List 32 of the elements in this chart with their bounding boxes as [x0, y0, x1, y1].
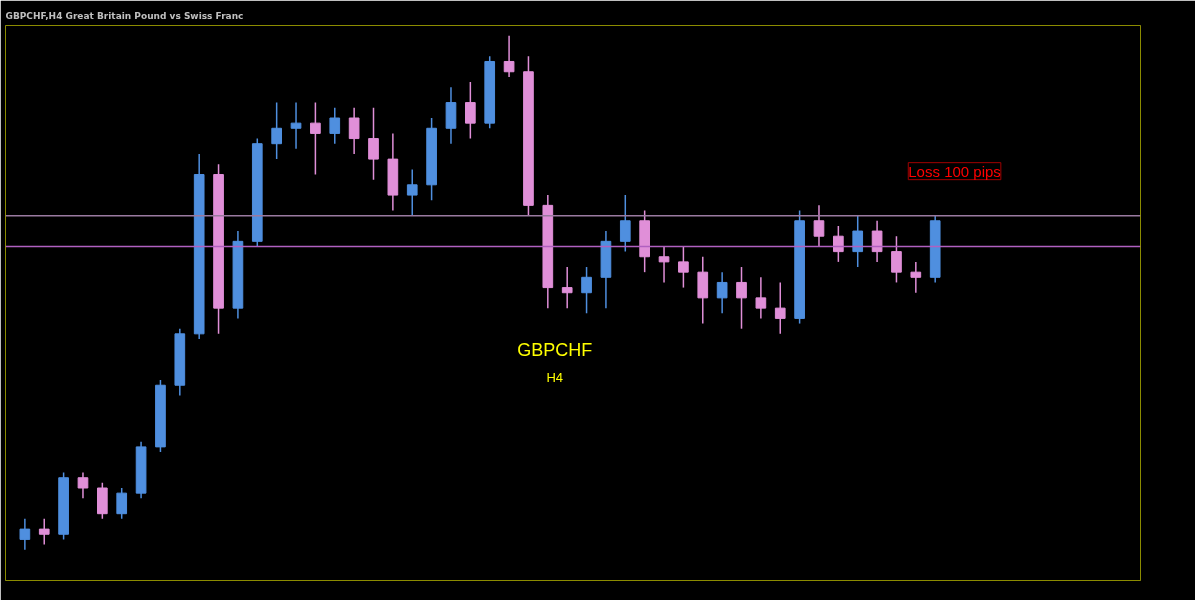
candlestick	[310, 101, 321, 176]
candlestick	[833, 225, 844, 263]
candlestick	[503, 35, 515, 78]
candlestick	[116, 487, 128, 520]
candlestick	[406, 168, 418, 217]
candlestick	[19, 518, 31, 551]
candlestick	[329, 106, 341, 145]
candlestick	[368, 106, 379, 181]
candlestick	[77, 471, 89, 500]
candlestick	[813, 204, 825, 248]
candlestick	[290, 101, 302, 150]
candlestick	[891, 235, 902, 284]
annotation: Loss 100 pips	[908, 162, 1001, 180]
candlestick	[910, 261, 922, 294]
chart-title: GBPCHF,H4 Great Britain Pound vs Swiss Franc	[5, 10, 244, 21]
candlestick	[465, 81, 476, 140]
candlestick	[271, 101, 282, 160]
candlestick	[736, 266, 747, 330]
candlestick	[561, 266, 573, 309]
candlestick	[755, 276, 767, 320]
candlestick	[658, 245, 670, 284]
candlestick	[619, 194, 631, 253]
candlestick	[852, 214, 864, 268]
candlestick	[774, 281, 786, 335]
annotation: GBPCHF	[517, 339, 593, 360]
annotation: H4	[546, 370, 564, 386]
candlestick	[678, 245, 689, 289]
candlestick	[581, 266, 592, 315]
candlestick	[716, 271, 728, 315]
candlestick	[348, 106, 360, 155]
candlestick	[38, 518, 50, 546]
candlestick	[871, 220, 883, 263]
